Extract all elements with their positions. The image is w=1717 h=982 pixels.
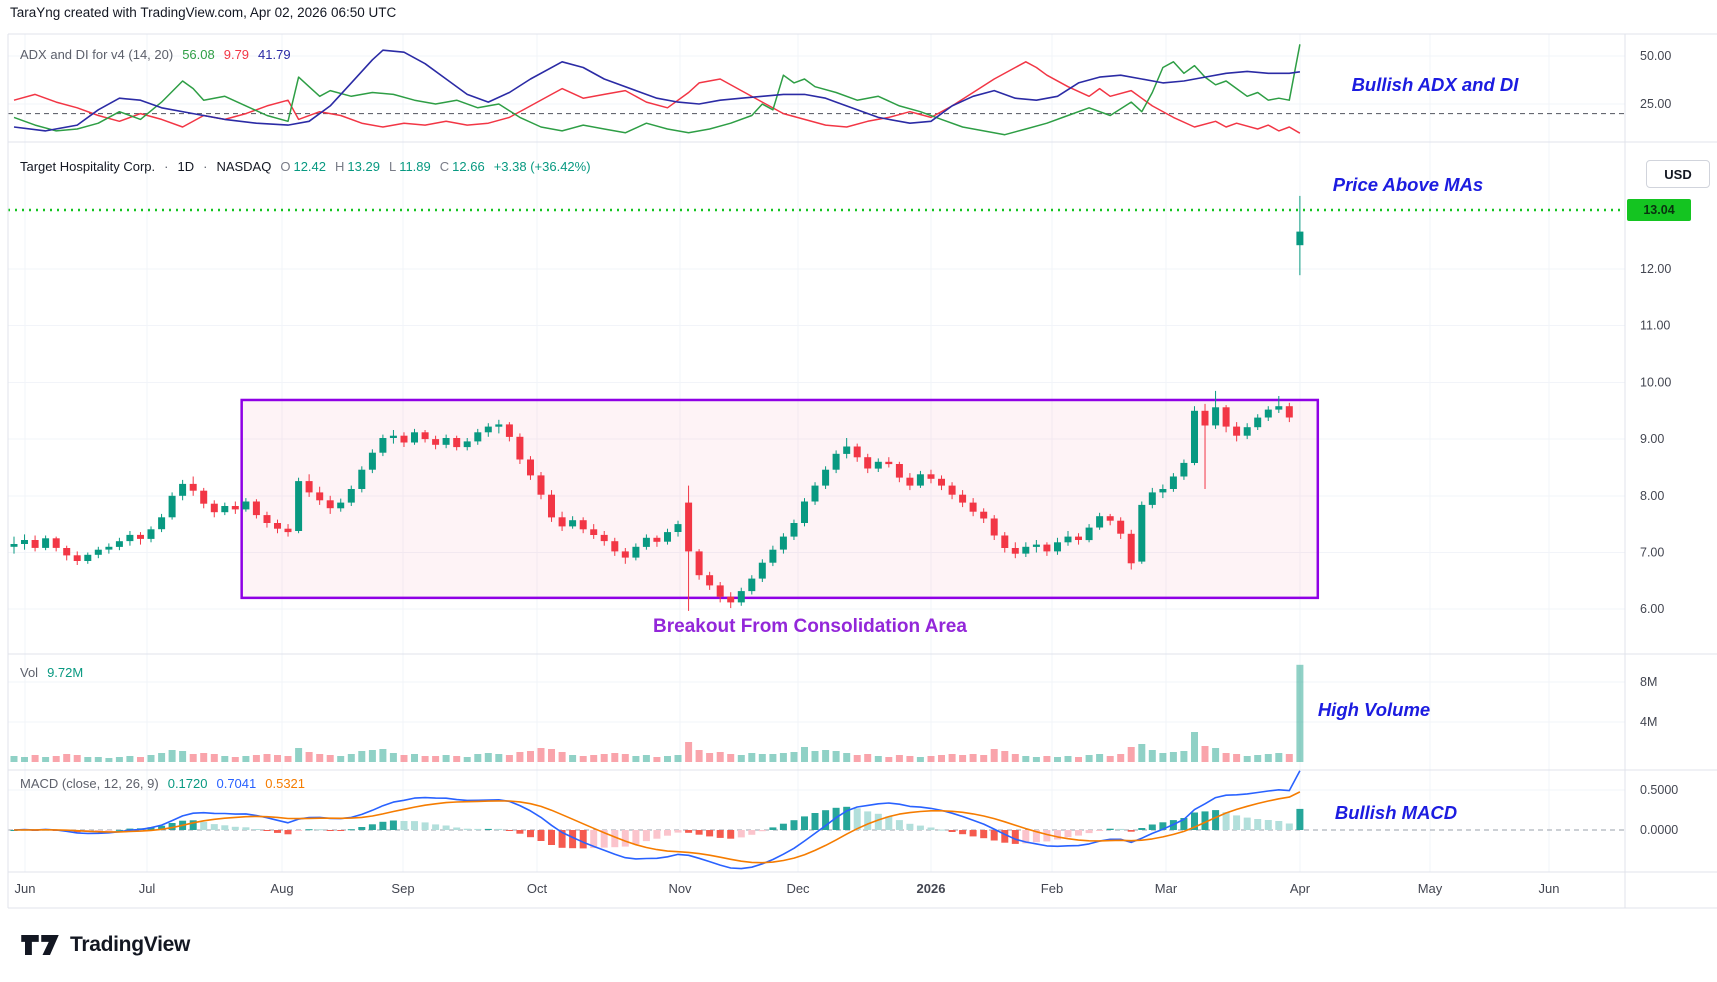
scale-label: 6.00	[1640, 602, 1664, 616]
scale-label: Dec	[786, 881, 810, 896]
scale-label: Nov	[668, 881, 692, 896]
macd-line-value: 0.7041	[216, 776, 257, 791]
scale-label: Mar	[1155, 881, 1178, 896]
volume-value: 9.72M	[47, 665, 84, 680]
annotation-high-volume[interactable]: High Volume	[1317, 699, 1431, 720]
volume-label: Vol	[20, 665, 39, 680]
scale-label: 25.00	[1640, 97, 1671, 111]
scale-label: 8.00	[1640, 489, 1664, 503]
interval: 1D	[177, 159, 195, 174]
scale-label: 12.00	[1640, 262, 1671, 276]
high-value: 13.29	[347, 159, 380, 174]
low-label: L	[388, 159, 397, 174]
scale-label: Jul	[139, 881, 156, 896]
scale-label: Aug	[270, 881, 293, 896]
macd-hist-value: 0.1720	[167, 776, 208, 791]
symbol-legend[interactable]: Target Hospitality Corp. · 1D · NASDAQ O…	[20, 159, 591, 174]
scale-label: Apr	[1290, 881, 1311, 896]
symbol-name: Target Hospitality Corp.	[20, 159, 156, 174]
scale-label: May	[1418, 881, 1443, 896]
close-value: 12.66	[452, 159, 485, 174]
scale-label: Jun	[15, 881, 36, 896]
tradingview-logo-icon	[21, 935, 59, 955]
scale-label: Oct	[527, 881, 548, 896]
macd-legend[interactable]: MACD (close, 12, 26, 9) 0.1720 0.7041 0.…	[20, 776, 305, 791]
adx-minus-di-value: 9.79	[223, 47, 250, 62]
open-label: O	[280, 159, 291, 174]
annotation-price-above-mas[interactable]: Price Above MAs	[1332, 174, 1484, 195]
scale-label: 9.00	[1640, 432, 1664, 446]
open-value: 12.42	[293, 159, 327, 174]
adx-legend-title: ADX and DI for v4 (14, 20)	[20, 47, 174, 62]
low-value: 11.89	[399, 159, 431, 174]
change-value: +3.38 (+36.42%)	[493, 159, 591, 174]
exchange: NASDAQ	[216, 159, 272, 174]
separator: ·	[164, 159, 169, 174]
close-label: C	[439, 159, 450, 174]
annotation-breakout-box[interactable]: Breakout From Consolidation Area	[653, 616, 967, 637]
scale-label: 11.00	[1640, 319, 1670, 333]
separator: ·	[203, 159, 208, 174]
scale-label: 0.0000	[1640, 823, 1678, 837]
page-title: TaraYng created with TradingView.com, Ap…	[10, 5, 397, 20]
annotation-bullish-macd[interactable]: Bullish MACD	[1334, 802, 1458, 823]
adx-plus-di-value: 56.08	[182, 47, 215, 62]
scale-label: 50.00	[1640, 49, 1671, 63]
tradingview-logo[interactable]: TradingView	[20, 930, 190, 960]
scale-label: 2026	[917, 881, 946, 896]
scale-label: 8M	[1640, 675, 1657, 689]
scale-label: Jun	[1539, 881, 1560, 896]
volume-legend[interactable]: Vol 9.72M	[20, 665, 83, 680]
scale-label: 0.5000	[1640, 783, 1678, 797]
scale-label: Sep	[391, 881, 414, 896]
tradingview-logo-text: TradingView	[70, 933, 191, 956]
macd-signal-value: 0.5321	[265, 776, 306, 791]
scale-label: 4M	[1640, 715, 1657, 729]
scale-label: 7.00	[1640, 546, 1664, 560]
price-line-label: 13.04	[1627, 199, 1691, 221]
adx-legend[interactable]: ADX and DI for v4 (14, 20) 56.08 9.79 41…	[20, 47, 291, 62]
high-label: H	[335, 159, 345, 174]
adx-value: 41.79	[258, 47, 291, 62]
scale-label: 10.00	[1640, 375, 1671, 389]
scale-label: Feb	[1041, 881, 1063, 896]
macd-legend-title: MACD (close, 12, 26, 9)	[20, 776, 159, 791]
currency-toggle-button[interactable]: USD	[1646, 160, 1710, 188]
annotation-bullish-adx[interactable]: Bullish ADX and DI	[1351, 74, 1519, 95]
